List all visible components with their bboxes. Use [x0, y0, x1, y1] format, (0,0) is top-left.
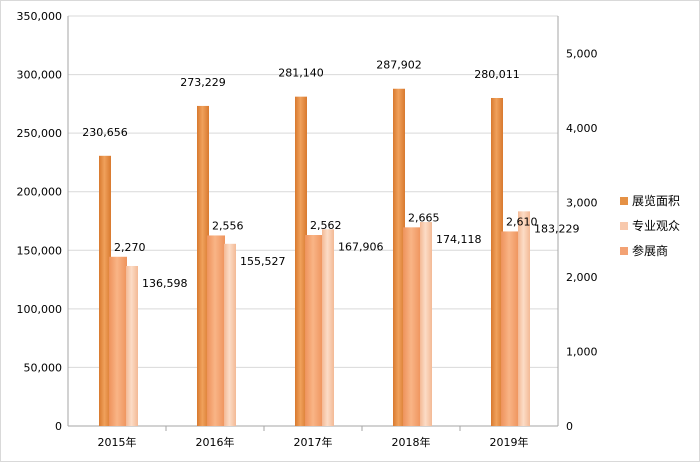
- legend-label: 展览面积: [632, 193, 680, 208]
- data-label-visitors: 167,906: [338, 240, 384, 253]
- category-label: 2015年: [98, 435, 137, 449]
- left-tick-label: 0: [55, 420, 62, 433]
- data-label-visitors: 183,229: [534, 222, 580, 235]
- legend-label: 参展商: [632, 243, 668, 258]
- category-axis: 2015年 2016年 2017年 2018年 2019年: [98, 435, 529, 449]
- data-label-exhibitors: 2,610: [506, 215, 538, 228]
- category-label: 2016年: [196, 435, 235, 449]
- left-tick-label: 250,000: [17, 127, 63, 140]
- bar-exhibition-area: [491, 97, 503, 426]
- bar-exhibition-area: [197, 105, 209, 427]
- bar-exhibitors: [207, 235, 225, 426]
- data-labels: 230,656 2,270 136,598 273,229 2,556 155,527 28…: [82, 59, 579, 290]
- data-label-exhibitors: 2,556: [212, 219, 244, 232]
- legend-swatch: [620, 222, 628, 230]
- bar-exhibitors: [501, 231, 519, 426]
- legend-swatch: [620, 247, 628, 255]
- bars: [99, 88, 530, 427]
- bar-exhibitors: [403, 227, 421, 426]
- right-tick-label: 2,000: [566, 271, 598, 284]
- data-label-exhibitors: 2,665: [408, 211, 440, 224]
- bar-exhibition-area: [295, 96, 307, 426]
- bar-exhibitors: [305, 235, 323, 426]
- left-tick-label: 150,000: [17, 244, 63, 257]
- data-label-exhibition-area: 287,902: [376, 59, 422, 72]
- bar-exhibitors: [109, 256, 127, 426]
- right-tick-label: 1,000: [566, 345, 598, 358]
- right-tick-label: 5,000: [566, 47, 598, 60]
- data-label-visitors: 174,118: [436, 233, 482, 246]
- data-label-exhibitors: 2,562: [310, 219, 342, 232]
- data-label-exhibition-area: 230,656: [82, 126, 128, 139]
- bar-visitors: [518, 211, 530, 426]
- right-axis: 0 1,000 2,000 3,000 4,000 5,000: [566, 47, 598, 433]
- data-label-exhibition-area: 280,011: [474, 68, 520, 81]
- bar-visitors: [126, 265, 138, 426]
- left-tick-label: 300,000: [17, 69, 63, 82]
- bar-visitors: [420, 222, 432, 426]
- left-axis: 0 50,000 100,000 150,000 200,000 250,000 300,0…: [17, 10, 63, 433]
- bar-visitors: [322, 229, 334, 426]
- left-tick-label: 200,000: [17, 186, 63, 199]
- bar-exhibition-area: [99, 155, 111, 426]
- left-tick-label: 50,000: [24, 361, 63, 374]
- data-label-exhibitors: 2,270: [114, 241, 146, 254]
- bar-visitors: [224, 243, 236, 426]
- data-label-exhibition-area: 281,140: [278, 67, 324, 80]
- category-label: 2017年: [294, 435, 333, 449]
- bar-exhibition-area: [393, 88, 405, 426]
- grid-lines: [67, 15, 559, 431]
- left-tick-label: 350,000: [17, 10, 63, 23]
- data-label-visitors: 155,527: [240, 255, 286, 268]
- data-label-visitors: 136,598: [142, 277, 188, 290]
- legend-label: 专业观众: [632, 218, 680, 233]
- category-label: 2018年: [392, 435, 431, 449]
- data-label-exhibition-area: 273,229: [180, 76, 226, 89]
- legend-swatch: [620, 197, 628, 205]
- category-label: 2019年: [490, 435, 529, 449]
- right-tick-label: 0: [566, 420, 573, 433]
- right-tick-label: 4,000: [566, 122, 598, 135]
- right-tick-label: 3,000: [566, 196, 598, 209]
- left-tick-label: 100,000: [17, 303, 63, 316]
